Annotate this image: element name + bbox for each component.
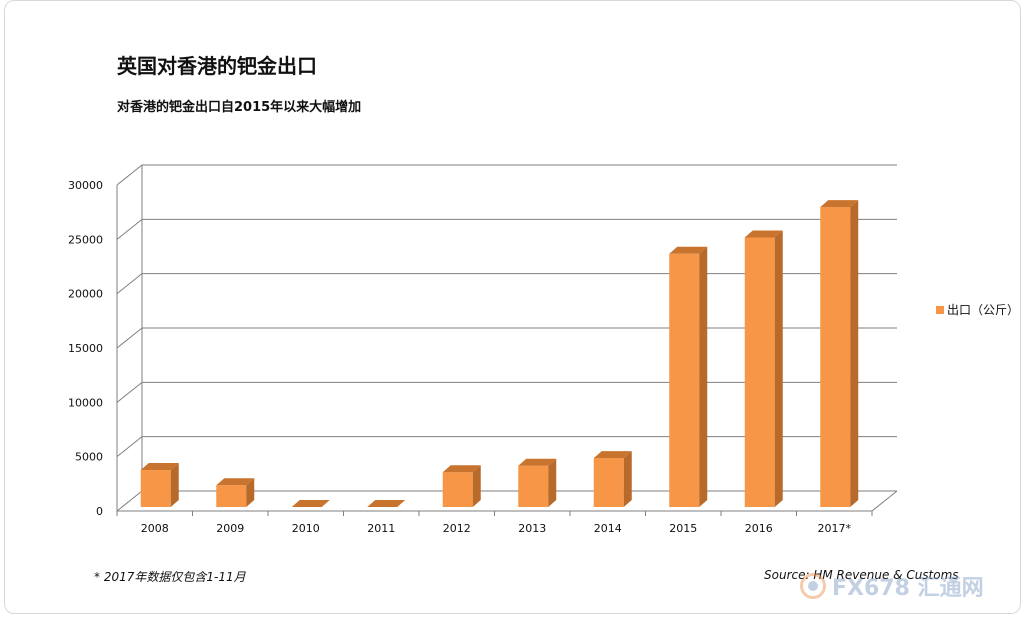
chart-frame [4, 0, 1021, 614]
gridline-side [116, 164, 143, 186]
bar-top [216, 478, 255, 486]
legend-label: 出口（公斤） [947, 303, 1020, 317]
bar-side [850, 200, 859, 507]
gridline-side [116, 273, 143, 295]
bar-side [548, 458, 557, 507]
bar [820, 207, 851, 507]
bar-top [518, 458, 557, 466]
x-tick-label: 2009 [216, 522, 244, 535]
bar-top [593, 451, 632, 459]
y-tick-label: 0 [96, 505, 103, 518]
y-tick-label: 20000 [68, 288, 103, 301]
x-tick-label: 2008 [141, 522, 169, 535]
bar-top [291, 500, 330, 507]
x-tick-label: 2013 [518, 522, 546, 535]
bar-side [170, 463, 179, 507]
bar-top [820, 200, 859, 208]
source-note: Source: HM Revenue & Customs [764, 568, 959, 582]
bar [518, 465, 549, 507]
x-tick-label: 2010 [292, 522, 320, 535]
gridline-side [116, 490, 143, 512]
x-tick-label: 2014 [594, 522, 622, 535]
bar [216, 485, 247, 507]
bar [593, 458, 624, 507]
bar [442, 472, 473, 507]
bar-top [669, 246, 708, 254]
legend-swatch [936, 305, 944, 314]
bar-top [140, 463, 179, 471]
x-tick-label: 2017* [818, 522, 852, 535]
y-tick-label: 10000 [68, 396, 103, 409]
legend: 出口（公斤） [936, 301, 1019, 318]
bar-top [744, 230, 783, 238]
gridline-side [116, 218, 143, 240]
bar-top [442, 465, 481, 473]
gridline-side [116, 327, 143, 349]
y-tick-label: 30000 [68, 179, 103, 192]
bar-top [367, 500, 406, 507]
bar-side [623, 451, 632, 507]
y-tick-label: 25000 [68, 233, 103, 246]
gridline-side [116, 436, 143, 458]
x-tick-label: 2016 [745, 522, 773, 535]
bar-side [774, 230, 783, 508]
gridline-side [116, 381, 143, 403]
floor-right-edge [871, 490, 898, 512]
bar-side [246, 478, 255, 507]
bar [669, 253, 700, 507]
x-tick-label: 2011 [367, 522, 395, 535]
x-tick-label: 2015 [669, 522, 697, 535]
bar-side [472, 465, 481, 507]
x-tick-label: 2012 [443, 522, 471, 535]
footnote: * 2017年数据仅包含1-11月 [94, 570, 246, 584]
y-tick-label: 15000 [68, 342, 103, 355]
y-tick-label: 5000 [75, 451, 103, 464]
bar [140, 470, 171, 507]
bar-side [699, 246, 708, 507]
bar [744, 237, 775, 508]
chart-title: 英国对香港的钯金出口 [117, 54, 317, 78]
chart-subtitle: 对香港的钯金出口自2015年以来大幅增加 [117, 100, 362, 115]
